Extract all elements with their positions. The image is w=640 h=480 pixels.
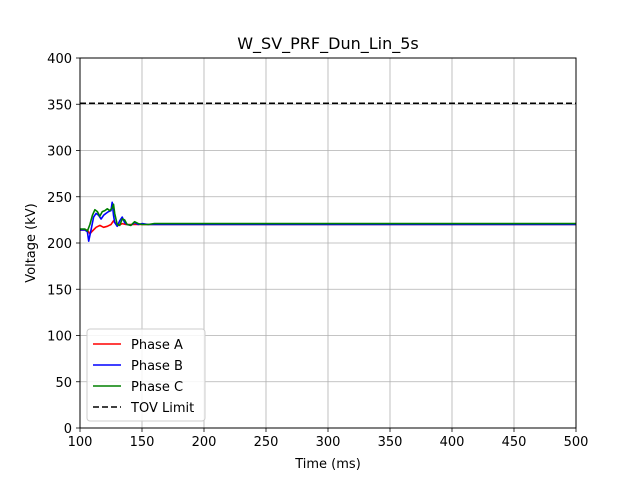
y-tick-label: 100 <box>47 330 72 345</box>
x-tick-label: 400 <box>440 435 465 450</box>
series-line-phase-b <box>80 201 576 242</box>
legend-label: TOV Limit <box>130 401 194 416</box>
legend-label: Phase B <box>131 359 183 374</box>
y-tick-label: 150 <box>47 283 72 298</box>
y-axis-label: Voltage (kV) <box>24 203 39 282</box>
x-tick-label: 200 <box>192 435 217 450</box>
x-tick-label: 250 <box>254 435 279 450</box>
y-tick-label: 300 <box>47 145 72 160</box>
y-tick-label: 200 <box>47 237 72 252</box>
y-tick-label: 50 <box>55 376 72 391</box>
x-tick-label: 350 <box>378 435 403 450</box>
ticks: 100 150 200 250 300 350 400 450 500 0 50 100 150 200 2… <box>47 52 588 450</box>
x-tick-label: 150 <box>130 435 155 450</box>
x-tick-label: 500 <box>564 435 589 450</box>
x-tick-label: 100 <box>68 435 93 450</box>
legend-label: Phase C <box>131 380 183 395</box>
series-group <box>80 102 576 242</box>
chart-title: W_SV_PRF_Dun_Lin_5s <box>237 34 419 54</box>
y-tick-label: 0 <box>64 422 72 437</box>
x-axis-label: Time (ms) <box>294 457 361 472</box>
legend-label: Phase A <box>131 338 183 353</box>
y-tick-label: 400 <box>47 52 72 67</box>
legend: Phase A Phase B Phase C TOV Limit <box>86 328 206 422</box>
y-tick-label: 250 <box>47 191 72 206</box>
x-tick-label: 300 <box>316 435 341 450</box>
y-tick-label: 350 <box>47 98 72 113</box>
legend-box <box>86 328 206 422</box>
series-line-phase-c <box>80 203 576 232</box>
x-tick-label: 450 <box>502 435 527 450</box>
